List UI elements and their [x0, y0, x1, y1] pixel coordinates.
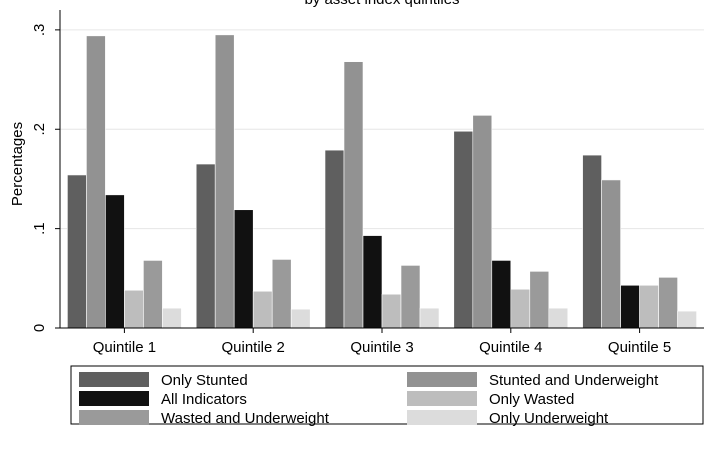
- bar-wasted-and-underweight-2: [271, 259, 292, 329]
- legend-label: Wasted and Underweight: [161, 410, 330, 427]
- bar-all-indicators-4: [491, 260, 512, 329]
- x-tick-label: Quintile 3: [350, 339, 413, 356]
- legend-swatch: [79, 410, 149, 425]
- bar-only-stunted-1: [67, 174, 87, 329]
- y-tick-label: .2: [31, 123, 48, 136]
- y-tick-label: .1: [31, 222, 48, 235]
- legend-label: All Indicators: [161, 391, 247, 408]
- chart-title: by asset index quintiles: [304, 0, 459, 8]
- bar-wasted-and-underweight-3: [400, 265, 421, 329]
- x-tick-label: Quintile 1: [93, 339, 156, 356]
- legend-swatch: [407, 391, 477, 406]
- bar-only-underweight-3: [419, 307, 440, 329]
- y-tick-label: 0: [31, 324, 48, 332]
- bar-only-stunted-2: [195, 163, 216, 329]
- bar-wasted-and-underweight-1: [143, 260, 163, 329]
- bar-only-wasted-3: [381, 293, 402, 329]
- bar-wasted-and-underweight-4: [529, 271, 550, 329]
- legend-swatch: [79, 372, 149, 387]
- y-tick-label: .3: [31, 24, 48, 37]
- bar-only-underweight-5: [677, 310, 697, 329]
- legend-swatch: [79, 391, 149, 406]
- x-tick-label: Quintile 4: [479, 339, 542, 356]
- bar-all-indicators-3: [362, 235, 383, 329]
- x-tick-label: Quintile 5: [608, 339, 671, 356]
- bar-only-stunted-3: [324, 149, 345, 329]
- bar-all-indicators-2: [233, 209, 254, 329]
- legend-swatch: [407, 410, 477, 425]
- bar-only-wasted-4: [510, 288, 531, 329]
- bar-stunted-and-underweight-5: [601, 179, 621, 329]
- bar-only-stunted-4: [453, 130, 474, 329]
- bar-stunted-and-underweight-4: [472, 115, 493, 329]
- y-axis-title: Percentages: [9, 122, 26, 206]
- bar-stunted-and-underweight-3: [343, 61, 364, 329]
- legend-swatch: [407, 372, 477, 387]
- bar-only-underweight-2: [290, 308, 311, 329]
- bar-only-underweight-4: [548, 307, 569, 329]
- legend-box: [70, 365, 704, 425]
- bar-stunted-and-underweight-2: [214, 34, 235, 329]
- bar-all-indicators-1: [105, 194, 125, 329]
- legend-label: Only Stunted: [161, 372, 248, 389]
- legend-label: Only Wasted: [489, 391, 574, 408]
- bar-wasted-and-underweight-5: [658, 277, 678, 329]
- bar-only-stunted-5: [582, 154, 602, 329]
- x-tick-label: Quintile 2: [222, 339, 285, 356]
- bar-only-wasted-1: [124, 289, 144, 329]
- bar-all-indicators-5: [620, 284, 640, 329]
- bar-only-wasted-2: [252, 290, 273, 329]
- legend-label: Only Underweight: [489, 410, 609, 427]
- bar-stunted-and-underweight-1: [86, 35, 106, 329]
- legend-label: Stunted and Underweight: [489, 372, 659, 389]
- bar-only-wasted-5: [639, 284, 659, 329]
- bar-only-underweight-1: [162, 307, 182, 329]
